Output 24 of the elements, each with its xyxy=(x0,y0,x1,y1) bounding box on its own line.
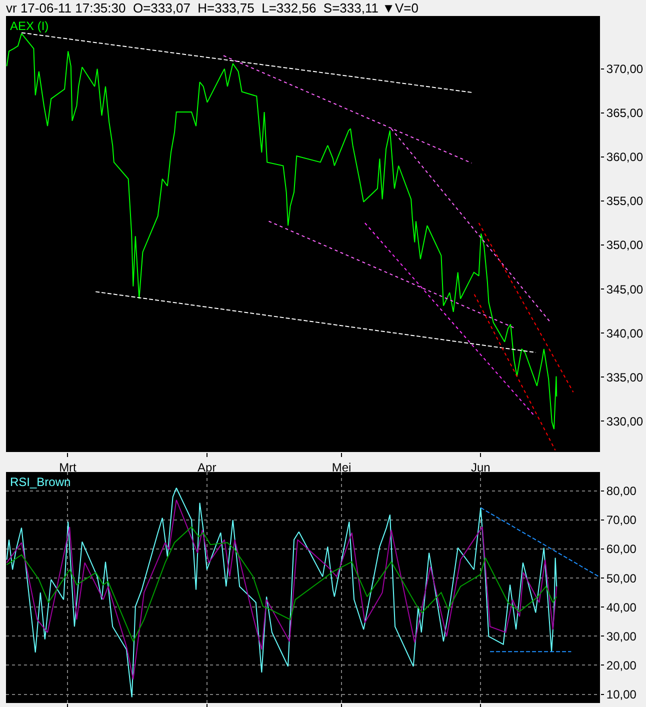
y-tick-label: 20,00 xyxy=(606,658,637,672)
y-tick-label: 330,00 xyxy=(606,414,644,428)
y-tick-label: 50,00 xyxy=(606,571,637,586)
y-tick-label: 355,00 xyxy=(606,194,644,208)
x-tick-label: Mei xyxy=(332,460,352,474)
y-tick-label: 80,00 xyxy=(606,484,637,498)
y-tick-label: 30,00 xyxy=(606,629,637,644)
x-tick-label: Jun xyxy=(471,460,490,474)
y-tick-label: 370,00 xyxy=(606,62,644,76)
y-tick-label: 365,00 xyxy=(606,106,644,120)
y-tick-label: 40,00 xyxy=(606,600,637,614)
y-tick-label: 340,00 xyxy=(606,326,644,340)
y-tick-label: 345,00 xyxy=(606,282,644,296)
y-tick-label: 360,00 xyxy=(606,150,644,164)
y-tick-label: 60,00 xyxy=(606,542,637,556)
text: RSI_Brown xyxy=(10,475,71,489)
y-tick-label: 70,00 xyxy=(606,513,637,528)
y-tick-label: 335,00 xyxy=(606,370,644,384)
x-tick-label: Apr xyxy=(198,460,216,474)
chart-title: vr 17-06-11 17:35:30 O=333,07 H=333,75 L=332,56 S=333,11 ▼V=0 xyxy=(6,0,418,16)
x-tick-label: Mrt xyxy=(59,460,78,474)
series-label: AEX (I) xyxy=(10,19,49,33)
y-tick-label: 350,00 xyxy=(606,238,644,252)
y-tick-label: 10,00 xyxy=(606,687,637,702)
